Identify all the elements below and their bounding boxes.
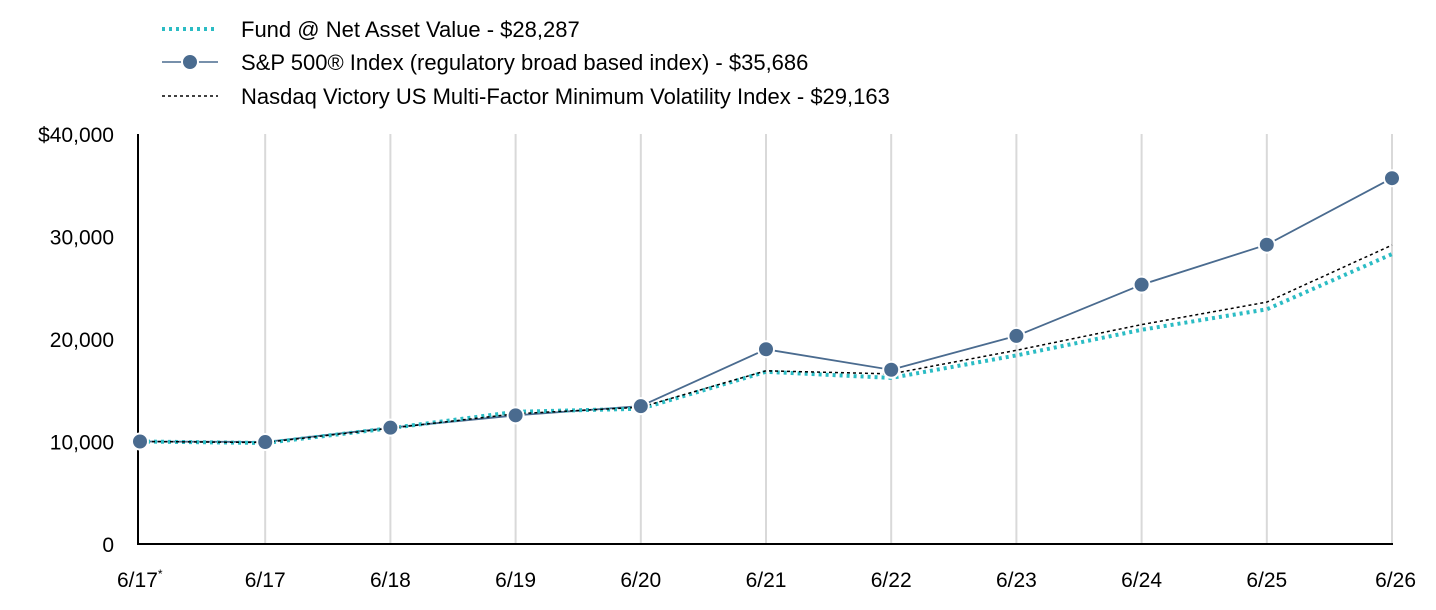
x-tick-label: 6/25 bbox=[1246, 569, 1287, 592]
data-point-sp500 bbox=[631, 397, 650, 416]
x-tick-label: 6/22 bbox=[871, 569, 912, 592]
legend-label-sp500: S&P 500® Index (regulatory broad based i… bbox=[241, 50, 808, 75]
data-point-sp500 bbox=[131, 432, 149, 451]
legend: Fund @ Net Asset Value - $28,287 S&P 500… bbox=[162, 17, 890, 109]
y-tick-label: 0 bbox=[102, 534, 114, 557]
legend-item-nasdaq: Nasdaq Victory US Multi-Factor Minimum V… bbox=[162, 84, 890, 109]
x-tick-label: 6/24 bbox=[1121, 569, 1162, 592]
series-layer bbox=[131, 169, 1401, 452]
grid-lines bbox=[264, 134, 1393, 544]
data-point-sp500 bbox=[1257, 235, 1276, 254]
data-point-sp500 bbox=[1007, 326, 1026, 345]
legend-label-nasdaq: Nasdaq Victory US Multi-Factor Minimum V… bbox=[241, 84, 890, 109]
y-tick-label: 30,000 bbox=[50, 227, 114, 250]
data-point-sp500 bbox=[882, 360, 901, 379]
x-axis-ticks: 6/17* 6/17 6/18 6/19 6/20 6/21 6/22 6/23 6/24 6/2… bbox=[117, 567, 1416, 592]
legend-marker-sp500 bbox=[181, 53, 199, 71]
x-tick-label: 6/19 bbox=[495, 569, 536, 592]
x-tick-label: 6/26 bbox=[1375, 569, 1416, 592]
data-point-sp500 bbox=[757, 340, 775, 359]
legend-item-fund: Fund @ Net Asset Value - $28,287 bbox=[162, 17, 580, 42]
y-axis-ticks: 0 10,000 20,000 30,000 $40,000 bbox=[38, 124, 114, 557]
data-point-sp500 bbox=[1383, 169, 1401, 188]
x-tick-label: 6/18 bbox=[370, 569, 411, 592]
x-tick-label: 6/23 bbox=[996, 569, 1037, 592]
data-point-sp500 bbox=[381, 418, 400, 437]
data-point-sp500 bbox=[256, 433, 275, 452]
axes bbox=[137, 134, 1393, 545]
y-tick-label: 10,000 bbox=[50, 432, 114, 455]
x-tick-label: 6/21 bbox=[746, 569, 787, 592]
legend-label-fund: Fund @ Net Asset Value - $28,287 bbox=[241, 17, 580, 42]
x-tick-label: 6/17 bbox=[245, 569, 286, 592]
y-tick-label: 20,000 bbox=[50, 329, 114, 352]
data-point-sp500 bbox=[1132, 275, 1151, 294]
data-point-sp500 bbox=[506, 406, 525, 425]
x-tick-label: 6/17* bbox=[117, 567, 163, 592]
y-tick-label: $40,000 bbox=[38, 124, 114, 147]
x-tick-label: 6/20 bbox=[620, 569, 661, 592]
legend-item-sp500: S&P 500® Index (regulatory broad based i… bbox=[162, 50, 808, 75]
